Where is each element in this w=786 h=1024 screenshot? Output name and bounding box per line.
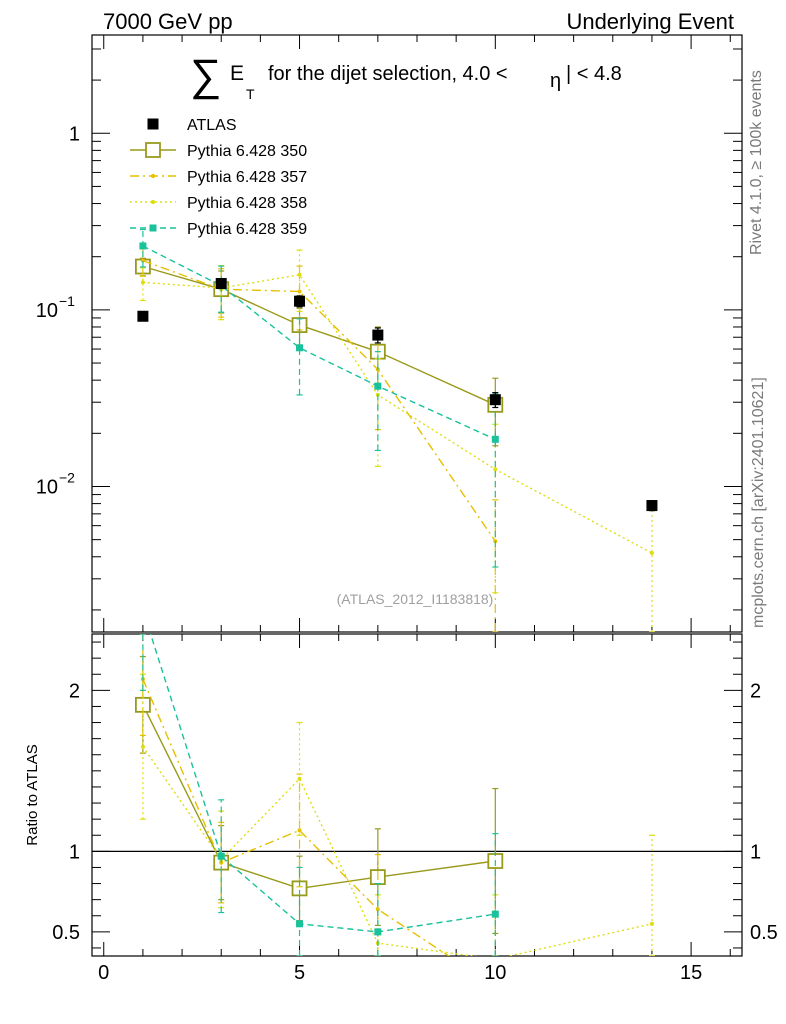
main-point-p357 <box>297 289 302 294</box>
ratio-y-tick-label-right: 2 <box>750 680 761 702</box>
main-point-data <box>489 394 501 406</box>
legend-label-p357: Pythia 6.428 357 <box>187 169 307 186</box>
ratio-point-p358 <box>297 776 302 781</box>
chart-title: ∑ E T for the dijet selection, 4.0 < η |… <box>190 51 622 102</box>
main-y-tick-exponent: −1 <box>59 293 75 309</box>
ratio-series <box>135 634 655 956</box>
x-tick-label: 5 <box>294 962 305 984</box>
ratio-point-p358 <box>140 744 145 749</box>
header-left: 7000 GeV pp <box>103 9 233 34</box>
main-point-data <box>137 310 149 322</box>
main-point-p359 <box>296 344 304 352</box>
main-point-p358 <box>493 467 498 472</box>
title-e-letter: E <box>230 62 244 85</box>
main-series <box>135 228 658 632</box>
title-t-subscript: T <box>246 86 255 102</box>
ratio-plot-frame <box>91 633 743 957</box>
ratio-y-tick-label: 1 <box>69 841 80 863</box>
title-text-b: | < 4.8 <box>566 63 622 85</box>
legend-marker-p358 <box>151 200 155 204</box>
ratio-y-tick-label-right: 1 <box>750 841 761 863</box>
legend: ATLAS Pythia 6.428 350 Pythia 6.428 357 Pyt… <box>130 117 307 238</box>
ratio-point-p359 <box>296 920 304 928</box>
main-y-tick-exponent: −2 <box>59 469 75 485</box>
ratio-point-p359 <box>491 910 499 918</box>
main-point-p357 <box>140 258 145 263</box>
title-text-a: for the dijet selection, 4.0 < <box>268 63 508 85</box>
header-right: Underlying Event <box>566 9 734 34</box>
legend-marker-data <box>147 118 159 130</box>
legend-label-p358: Pythia 6.428 358 <box>187 195 307 212</box>
legend-label-data: ATLAS <box>187 117 237 134</box>
legend-label-p350: Pythia 6.428 350 <box>187 143 307 160</box>
ratio-axes: 0 5 10 15 0.5 0.5 1 1 2 2 <box>52 641 778 984</box>
main-point-data <box>372 329 384 341</box>
main-point-p358 <box>297 272 302 277</box>
title-eta: η <box>550 70 561 92</box>
main-line-p350 <box>142 265 496 406</box>
legend-marker-p357 <box>151 174 155 178</box>
main-point-data <box>215 278 227 290</box>
ratio-point-p359 <box>374 928 382 936</box>
main-point-p359 <box>491 435 499 443</box>
ratio-y-axis-label: Ratio to ATLAS <box>24 744 41 845</box>
ratio-line-p358 <box>142 746 653 956</box>
ratio-line-p350 <box>142 704 496 890</box>
main-line-p357 <box>142 259 496 542</box>
main-point-p359 <box>374 382 382 390</box>
rivet-side-label: Rivet 4.1.0, ≥ 100k events <box>748 70 765 255</box>
mcplots-side-label: mcplots.cern.ch [arXiv:2401.10621] <box>750 377 767 628</box>
ratio-y-tick-label: 0.5 <box>52 922 80 944</box>
x-tick-label: 0 <box>98 962 109 984</box>
x-tick-label: 10 <box>484 962 506 984</box>
main-point-data <box>294 295 306 307</box>
main-y-tick-label: 1 <box>69 123 80 145</box>
ratio-line-p357 <box>142 678 451 956</box>
legend-label-p359: Pythia 6.428 359 <box>187 221 307 238</box>
ratio-point-p357 <box>297 828 302 833</box>
main-point-data <box>646 500 658 512</box>
main-point-p358 <box>649 551 654 556</box>
main-line-p359 <box>142 245 496 440</box>
ratio-point-p359 <box>217 852 225 860</box>
main-axes: 110−110−2 <box>36 35 742 956</box>
ratio-point-p358 <box>649 921 654 926</box>
analysis-watermark: (ATLAS_2012_I1183818) <box>337 591 494 607</box>
main-point-p359 <box>139 242 147 250</box>
title-sum-symbol: ∑ <box>190 51 221 100</box>
legend-marker-p350 <box>145 142 161 158</box>
main-point-p358 <box>140 280 145 285</box>
main-line-p358 <box>142 274 653 554</box>
legend-marker-p359 <box>149 224 157 232</box>
x-tick-label: 15 <box>680 962 702 984</box>
main-y-tick-label: 10 <box>36 300 58 322</box>
ratio-line-p359 <box>149 634 496 933</box>
ratio-y-tick-label-right: 0.5 <box>750 922 778 944</box>
ratio-y-tick-label: 2 <box>69 680 80 702</box>
main-y-tick-label: 10 <box>36 476 58 498</box>
